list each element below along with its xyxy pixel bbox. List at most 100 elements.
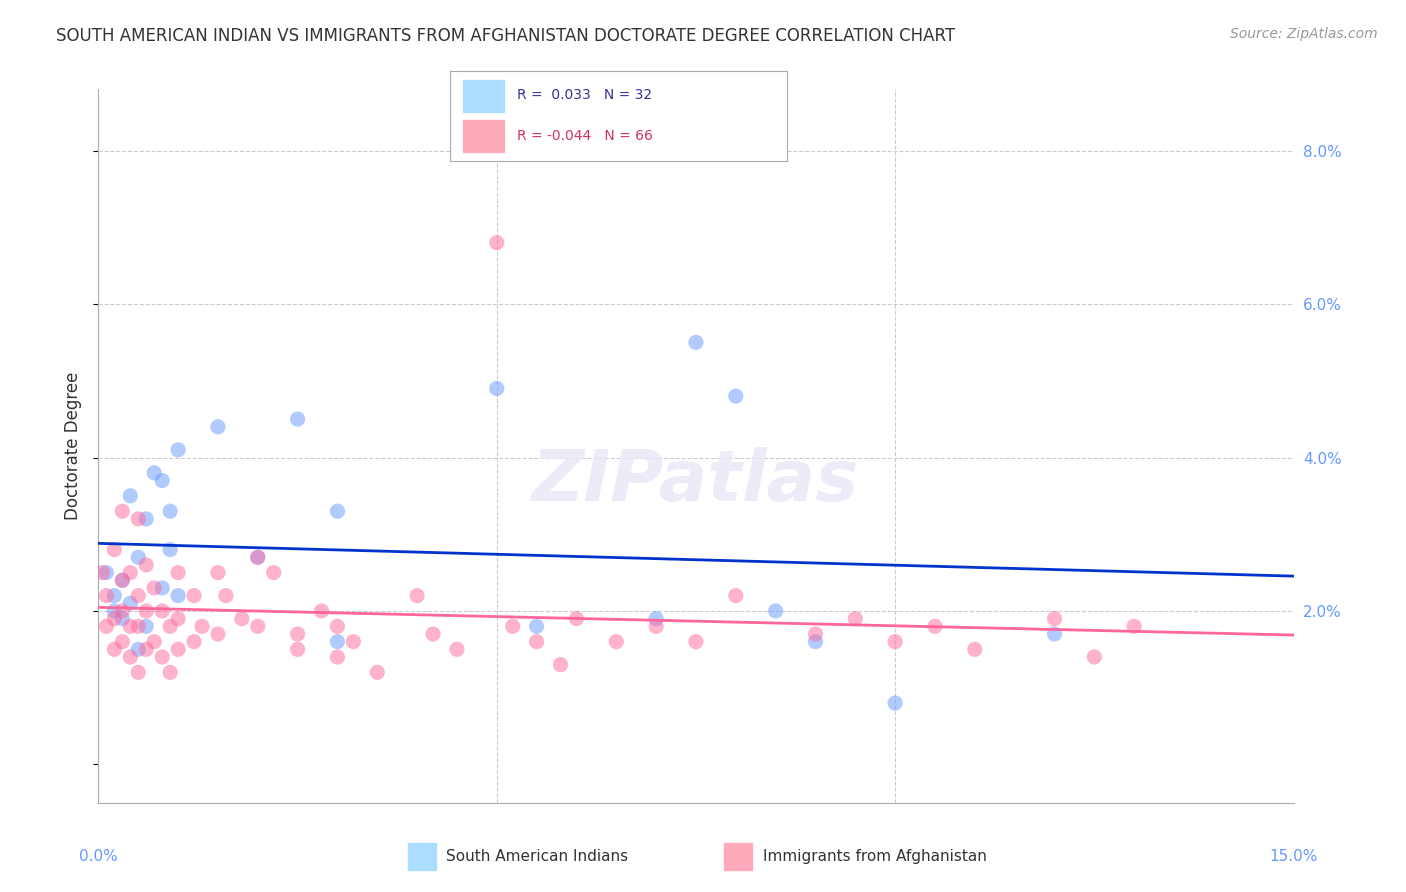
- Point: [167, 642, 190, 657]
- Point: [135, 512, 157, 526]
- Point: [150, 604, 173, 618]
- Point: [150, 474, 173, 488]
- Point: [287, 642, 309, 657]
- Text: 0.0%: 0.0%: [79, 849, 118, 863]
- Text: Source: ZipAtlas.com: Source: ZipAtlas.com: [1230, 27, 1378, 41]
- Point: [103, 604, 125, 618]
- Text: R = -0.044   N = 66: R = -0.044 N = 66: [517, 128, 654, 143]
- Point: [422, 627, 444, 641]
- Text: ZIPatlas: ZIPatlas: [533, 447, 859, 516]
- Point: [159, 542, 181, 557]
- Text: Immigrants from Afghanistan: Immigrants from Afghanistan: [762, 849, 987, 863]
- Point: [246, 619, 269, 633]
- Point: [127, 665, 149, 680]
- Point: [143, 634, 166, 648]
- Point: [120, 566, 142, 580]
- Text: 15.0%: 15.0%: [1270, 849, 1317, 863]
- Point: [844, 612, 866, 626]
- Point: [326, 619, 349, 633]
- Y-axis label: Doctorate Degree: Doctorate Degree: [65, 372, 83, 520]
- Point: [215, 589, 238, 603]
- Point: [183, 589, 205, 603]
- Point: [326, 634, 349, 648]
- Point: [135, 558, 157, 572]
- Point: [120, 650, 142, 665]
- Point: [231, 612, 253, 626]
- Point: [1043, 612, 1066, 626]
- Point: [1123, 619, 1146, 633]
- Point: [127, 550, 149, 565]
- Point: [143, 581, 166, 595]
- Point: [685, 335, 707, 350]
- Point: [366, 665, 388, 680]
- Text: R =  0.033   N = 32: R = 0.033 N = 32: [517, 88, 652, 103]
- Bar: [408, 843, 436, 870]
- Point: [287, 412, 309, 426]
- Point: [207, 627, 229, 641]
- Point: [884, 634, 907, 648]
- Point: [167, 442, 190, 457]
- Point: [311, 604, 333, 618]
- Point: [804, 634, 827, 648]
- Point: [1043, 627, 1066, 641]
- Point: [565, 612, 588, 626]
- Point: [111, 612, 134, 626]
- Point: [103, 642, 125, 657]
- Point: [550, 657, 572, 672]
- Point: [135, 619, 157, 633]
- Point: [120, 489, 142, 503]
- Point: [120, 619, 142, 633]
- Bar: [464, 120, 503, 152]
- Point: [127, 512, 149, 526]
- Point: [645, 619, 668, 633]
- Point: [605, 634, 627, 648]
- Text: SOUTH AMERICAN INDIAN VS IMMIGRANTS FROM AFGHANISTAN DOCTORATE DEGREE CORRELATIO: SOUTH AMERICAN INDIAN VS IMMIGRANTS FROM…: [56, 27, 955, 45]
- Point: [191, 619, 214, 633]
- Point: [159, 504, 181, 518]
- Point: [111, 634, 134, 648]
- Point: [135, 604, 157, 618]
- Point: [150, 650, 173, 665]
- Point: [526, 619, 548, 633]
- Point: [96, 619, 118, 633]
- Point: [159, 619, 181, 633]
- Point: [91, 566, 114, 580]
- Point: [111, 574, 134, 588]
- Point: [127, 642, 149, 657]
- Point: [127, 619, 149, 633]
- Point: [127, 589, 149, 603]
- Text: South American Indians: South American Indians: [447, 849, 628, 863]
- Point: [167, 612, 190, 626]
- Point: [924, 619, 946, 633]
- Point: [120, 596, 142, 610]
- Point: [406, 589, 429, 603]
- Point: [326, 650, 349, 665]
- Point: [111, 574, 134, 588]
- Point: [159, 665, 181, 680]
- Point: [685, 634, 707, 648]
- Point: [884, 696, 907, 710]
- Point: [167, 566, 190, 580]
- Point: [207, 566, 229, 580]
- Point: [150, 581, 173, 595]
- Point: [111, 604, 134, 618]
- Point: [485, 235, 508, 250]
- Point: [246, 550, 269, 565]
- Point: [526, 634, 548, 648]
- Point: [724, 589, 747, 603]
- Bar: [724, 843, 752, 870]
- Point: [446, 642, 468, 657]
- Point: [96, 589, 118, 603]
- Point: [804, 627, 827, 641]
- Point: [103, 589, 125, 603]
- Point: [342, 634, 364, 648]
- Point: [287, 627, 309, 641]
- Point: [502, 619, 524, 633]
- Point: [103, 542, 125, 557]
- Point: [326, 504, 349, 518]
- Point: [167, 589, 190, 603]
- Point: [765, 604, 787, 618]
- Point: [143, 466, 166, 480]
- Point: [111, 504, 134, 518]
- Point: [183, 634, 205, 648]
